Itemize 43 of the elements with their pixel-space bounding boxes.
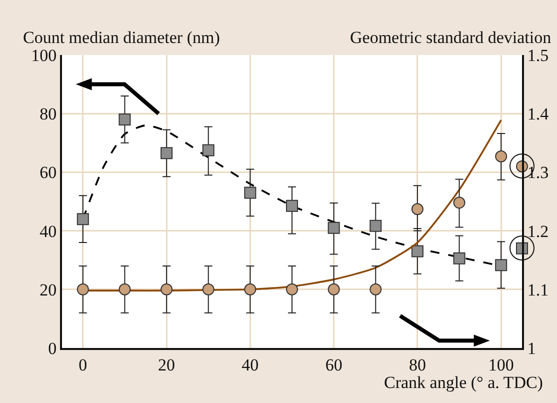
- point: [495, 259, 508, 272]
- x-tick-label: 40: [242, 355, 259, 374]
- point: [453, 252, 466, 264]
- point: [244, 283, 256, 296]
- x-tick-label: 20: [158, 355, 176, 374]
- point: [202, 144, 214, 156]
- point: [411, 203, 424, 216]
- y2-tick-label: 1: [527, 338, 536, 358]
- point: [495, 150, 508, 162]
- y-tick-label: 80: [40, 104, 57, 124]
- point: [118, 113, 131, 126]
- x-tick-label: 0: [78, 355, 88, 374]
- y-tick-label: 0: [48, 338, 57, 358]
- point: [160, 147, 173, 160]
- point: [286, 200, 298, 212]
- point: [328, 222, 340, 234]
- y2-axis-title: Geometric standard deviation: [350, 28, 552, 47]
- y-tick-label: 60: [40, 163, 57, 182]
- point: [202, 283, 214, 296]
- y-tick-label: 40: [40, 222, 57, 241]
- x-axis-title: Crank angle (° a. TDC): [384, 373, 543, 392]
- x-tick-label: 100: [488, 355, 514, 374]
- y-tick-label: 100: [31, 46, 57, 65]
- point: [328, 283, 340, 296]
- point: [244, 186, 256, 199]
- x-tick-label: 80: [408, 355, 426, 374]
- point: [370, 283, 382, 296]
- point: [286, 283, 298, 296]
- y2-tick-label: 1.2: [527, 222, 549, 241]
- y-tick-label: 20: [40, 280, 57, 300]
- point: [160, 283, 173, 296]
- point: [411, 245, 424, 258]
- y2-tick-label: 1.5: [527, 46, 549, 65]
- point: [453, 196, 466, 209]
- y2-tick-label: 1.3: [527, 163, 549, 182]
- x-tick-label: 60: [325, 355, 342, 374]
- point: [118, 283, 131, 296]
- point: [370, 220, 382, 232]
- y-axis-title: Count median diameter (nm): [23, 28, 220, 47]
- point: [76, 213, 89, 226]
- y2-tick-label: 1.1: [527, 280, 549, 300]
- y2-tick-label: 1.4: [527, 104, 550, 124]
- point: [76, 283, 89, 296]
